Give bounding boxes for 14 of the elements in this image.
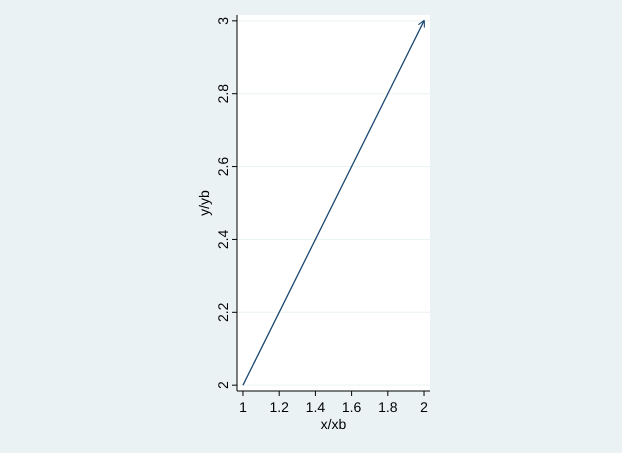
x-tick-label: 1 [239,399,248,415]
x-tick-label: 2 [420,399,428,415]
x-tick-label: 1.6 [342,399,362,415]
y-tick-label: 2.4 [215,229,231,250]
y-tick-label: 2.8 [215,84,231,104]
y-tick-label: 3 [215,16,231,25]
x-tick-label: 1.2 [269,399,290,415]
y-tick-label: 2.2 [215,302,231,322]
x-tick-label: 1.4 [306,399,326,415]
x-tick-label: 1.8 [378,399,398,415]
y-tick-label: 2.6 [215,156,231,176]
y-axis-title: y/yb [196,190,212,216]
x-axis-title: x/xb [320,416,347,432]
y-tick-label: 2 [215,381,231,390]
